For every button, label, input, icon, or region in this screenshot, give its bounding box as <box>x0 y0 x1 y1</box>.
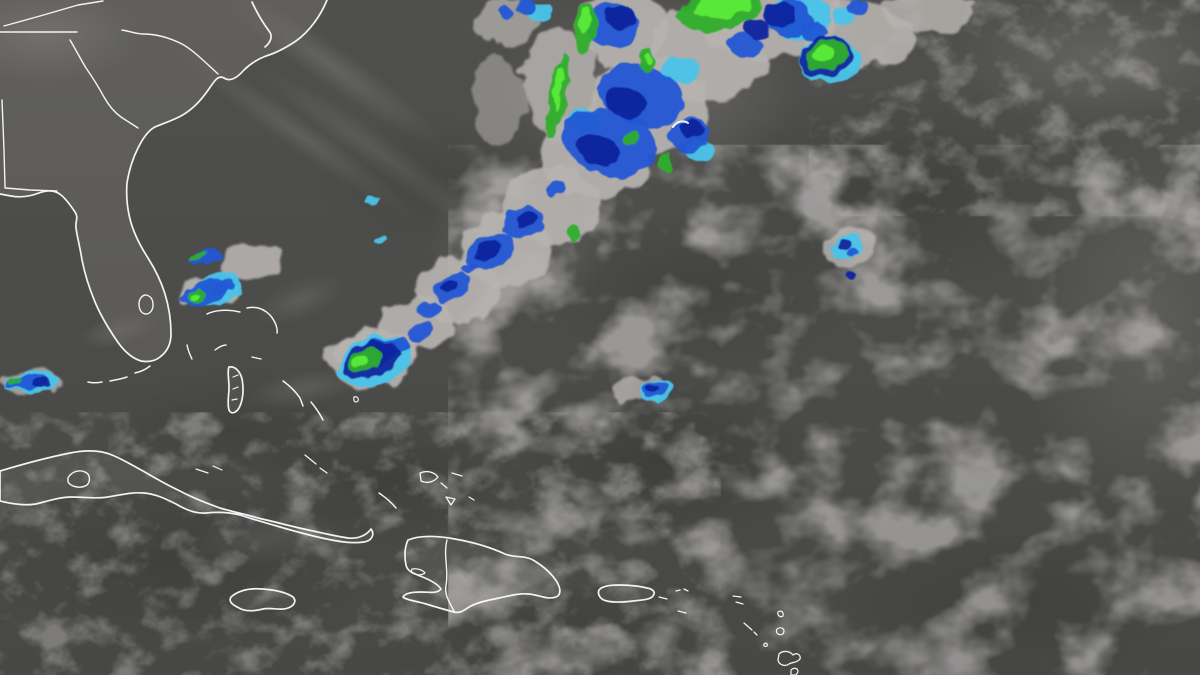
convection-cell-navy <box>606 5 636 29</box>
convection-cell-navy <box>515 210 539 228</box>
coastline-barbuda <box>777 610 784 618</box>
convection-cell-blue <box>214 279 234 293</box>
coastline-berry-islands <box>214 344 227 351</box>
convection-cell-bright <box>694 0 752 19</box>
coastline-exuma-cays <box>304 454 328 474</box>
convection-cell-green <box>191 252 207 262</box>
coastline-new-providence <box>251 356 262 360</box>
convection-cell-navy <box>745 18 769 38</box>
convection-cell-blue <box>518 0 538 14</box>
coastline-anguilla-st-martin <box>732 595 744 605</box>
coastline-fl-ga-border <box>4 187 58 192</box>
coastline-inagua <box>445 496 456 506</box>
convection-cell-navy <box>441 279 459 293</box>
coastline-cat-island <box>310 401 324 421</box>
convection-cell-navy <box>681 122 703 138</box>
coastline-vieques <box>658 596 668 600</box>
coastline-turks-caicos <box>468 496 475 501</box>
convection-cell-blue <box>417 300 443 320</box>
coastline-lake-okeechobee <box>138 294 154 315</box>
cloud-blob <box>880 0 976 32</box>
coastline-andros <box>227 366 244 414</box>
coastline-cuba <box>0 450 374 544</box>
convection-cell-blue <box>461 262 479 274</box>
coastline-nc-va-border <box>3 0 104 27</box>
convection-cell-cyan <box>372 235 386 243</box>
coastline-us-atlantic-gulf-coast <box>0 0 328 363</box>
convection-cell-green <box>621 131 639 145</box>
convection-cell-navy <box>847 272 855 280</box>
coastline-virgin-islands <box>675 588 689 614</box>
coastline-crooked-acklins <box>419 470 448 489</box>
convection-cell-blue <box>845 0 867 15</box>
coastline-grand-bahama <box>206 309 241 315</box>
coastline-pamlico-sound-shore <box>251 1 272 48</box>
coastline-sc-ga-border <box>69 39 139 129</box>
coastline-cuba-north-cays <box>195 465 223 474</box>
coastline-puerto-rico <box>597 584 656 603</box>
coastline-ga-al-border <box>1 99 6 188</box>
coastline-jamaica <box>229 587 296 612</box>
convection-cell-blue <box>500 5 516 17</box>
convection-cell-blue <box>545 182 567 198</box>
cloud-blob <box>472 55 524 145</box>
coastline-montserrat <box>763 642 768 647</box>
coastline-layer <box>0 0 801 675</box>
coastline-guadeloupe <box>777 650 801 667</box>
coastline-san-salvador <box>353 396 359 403</box>
coastline-antigua <box>775 627 785 636</box>
convection-cell-cyan <box>660 56 700 84</box>
convection-cell-navy <box>577 135 621 165</box>
convection-cell-bright <box>552 66 564 110</box>
convection-cell-blue <box>728 33 762 57</box>
convection-cell-bright <box>188 292 200 302</box>
convection-cell-bright <box>644 52 652 64</box>
convection-cell-green <box>9 376 19 384</box>
convection-cell-blue <box>802 21 828 43</box>
coastline-isla-juventud <box>67 470 91 488</box>
convection-cell-blue <box>407 324 433 340</box>
cells-layer <box>4 0 867 402</box>
convection-cell-cyan <box>364 195 380 203</box>
convection-cell-green <box>659 153 673 173</box>
coastline-st-kitts-nevis <box>743 622 758 636</box>
convection-cell-bright <box>578 6 592 34</box>
coastline-andros-cays <box>231 374 239 401</box>
coastline-hispaniola <box>402 535 561 614</box>
coastline-long-island-bahamas <box>378 492 397 509</box>
coastline-eleuthera <box>282 380 304 407</box>
coastline-haiti-dr-border <box>444 539 455 612</box>
convection-cell-navy <box>763 1 795 27</box>
convection-cell-green <box>566 225 580 243</box>
convection-cell-navy <box>606 87 648 119</box>
coastline-gonave-island <box>410 568 426 576</box>
cloud-blob <box>223 249 281 275</box>
coastline-bermuda <box>672 120 689 128</box>
coastline-florida-keys <box>87 365 151 384</box>
convection-cell-bright <box>813 45 835 63</box>
coastline-nc-sc-border <box>121 29 219 75</box>
convection-cell-bright <box>350 353 370 367</box>
convection-cell-navy <box>475 240 501 260</box>
convection-cell-navy <box>32 379 50 387</box>
convection-cell-navy <box>836 236 852 250</box>
coastline-bimini <box>186 344 193 360</box>
coastline-mayaguana <box>451 472 463 477</box>
convection-cell-navy <box>646 384 660 394</box>
convection-cell-blue <box>847 248 859 258</box>
coastline-abaco <box>246 306 278 334</box>
convection-cell-cyan <box>833 9 853 25</box>
